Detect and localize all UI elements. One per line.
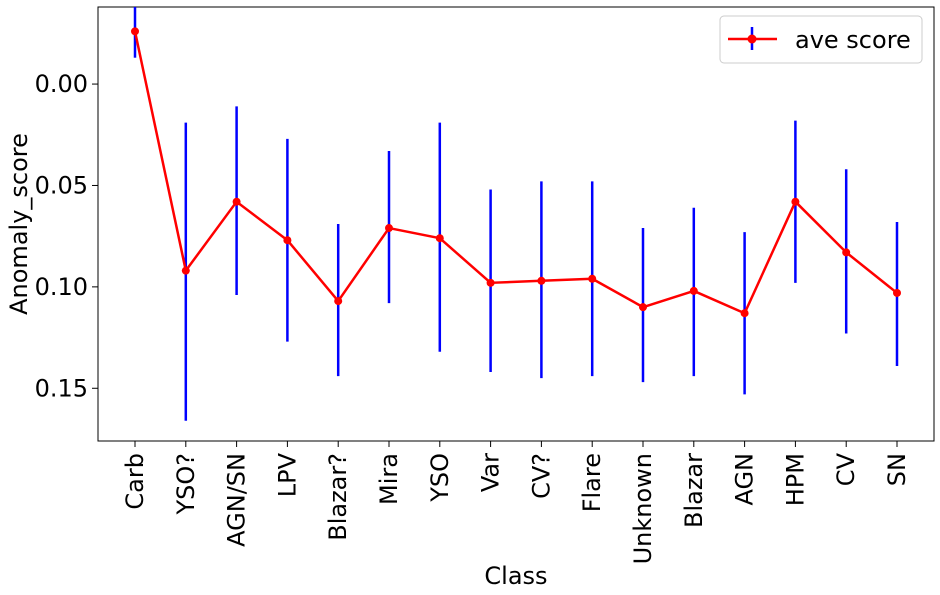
data-point [435, 234, 444, 243]
data-point [740, 309, 749, 318]
data-point [588, 274, 597, 283]
x-tick-label: YSO? [172, 453, 200, 516]
data-point [486, 278, 495, 287]
x-tick-label: CV [832, 452, 860, 486]
data-point [893, 288, 901, 297]
x-tick-label: LPV [273, 452, 301, 497]
x-tick-label: AGN/SN [223, 453, 251, 547]
legend-marker-sample [747, 34, 757, 44]
x-tick-label: Flare [578, 453, 606, 512]
x-tick-label: Mira [375, 453, 403, 505]
series-line [133, 31, 898, 315]
x-axis-label: Class [484, 562, 547, 590]
y-tick-label: 0.05 [35, 171, 88, 199]
plot-area [97, 6, 935, 442]
x-tick-label: Blazar? [324, 453, 352, 541]
legend-box [719, 15, 923, 64]
x-tick-label: Blazar [680, 453, 708, 528]
legend-label: ave score [795, 26, 911, 54]
data-point [334, 297, 343, 306]
y-axis-label: Anomaly_score [5, 133, 33, 315]
data-point [842, 248, 851, 257]
data-point [181, 266, 190, 275]
data-points [131, 27, 901, 318]
data-point [639, 303, 647, 312]
x-tick-label: SN [883, 453, 911, 486]
data-point [537, 276, 546, 285]
x-tick-label: YSO [426, 453, 454, 503]
data-point [385, 224, 393, 233]
data-point [689, 286, 698, 295]
x-tick-label: Unknown [629, 453, 657, 564]
x-tick-label: Var [477, 453, 505, 492]
x-tick-label: HPM [781, 453, 809, 506]
y-axis: 0.00 0.05 0.10 0.15 [35, 70, 98, 402]
data-point [283, 236, 292, 245]
legend: ave score [719, 15, 923, 64]
data-point [791, 197, 800, 206]
y-tick-label: 0.15 [35, 374, 88, 402]
x-tick-label: Carb [121, 453, 149, 510]
x-tick-label: AGN [731, 453, 759, 506]
data-point [232, 197, 241, 206]
y-tick-label: 0.00 [35, 70, 88, 98]
x-tick-label: CV? [527, 453, 555, 499]
x-axis: Carb YSO? AGN/SN LPV Blazar? Mira YSO Var CV? Fla… [121, 441, 911, 564]
series-line-group [133, 31, 898, 315]
data-point [131, 27, 139, 36]
y-tick-label: 0.10 [35, 273, 88, 301]
